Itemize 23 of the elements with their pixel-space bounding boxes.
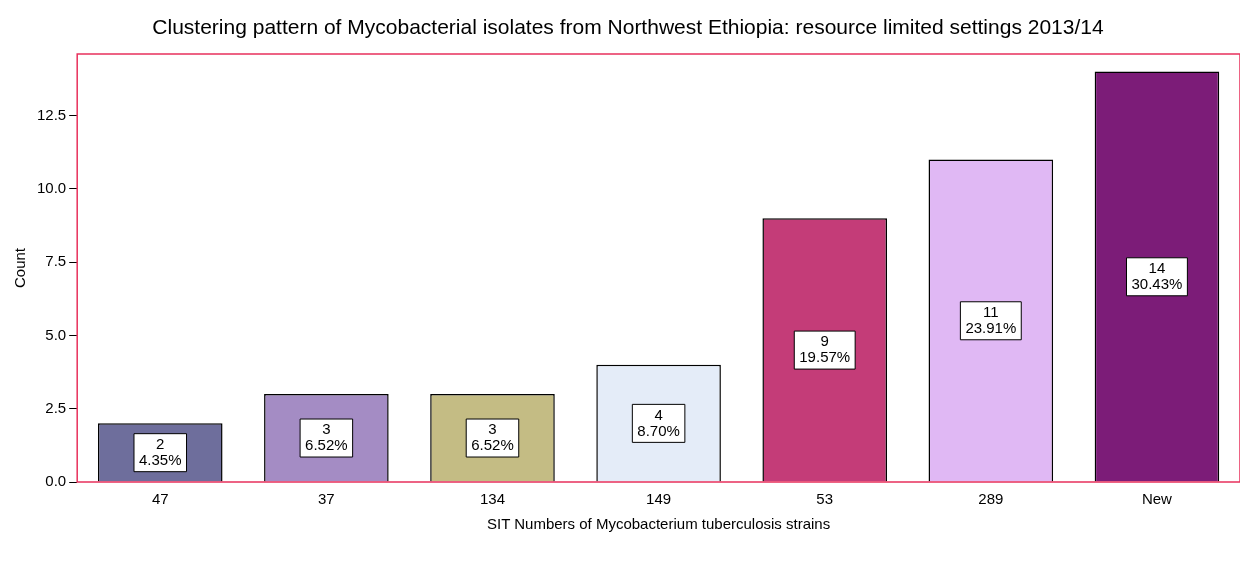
x-axis-title: SIT Numbers of Mycobacterium tuberculosis strains <box>487 515 831 533</box>
x-tick-label: 289 <box>978 490 1004 508</box>
x-tick-label: 134 <box>479 490 505 508</box>
data-label: 14 30.43% <box>1131 258 1183 292</box>
y-tick-label: 5.0 <box>45 325 67 343</box>
y-tick-label: 2.5 <box>45 398 67 416</box>
y-axis-title: Count <box>11 247 29 289</box>
data-label: 11 23.91% <box>965 302 1017 336</box>
y-tick-label: 12.5 <box>36 105 67 123</box>
chart-title: Clustering pattern of Mycobacterial isolates from Northwest Ethiopia: resource limited settings 2013/14 <box>151 15 1105 38</box>
x-tick-label: 47 <box>151 490 169 508</box>
data-label: 3 6.52% <box>471 420 514 454</box>
y-tick-label: 7.5 <box>45 252 67 270</box>
data-label: 9 19.57% <box>799 332 851 366</box>
y-tick-label: 10.0 <box>36 178 67 196</box>
y-tick-label: 0.0 <box>45 472 67 490</box>
data-label: 3 6.52% <box>305 420 348 454</box>
data-label: 2 4.35% <box>138 434 182 468</box>
data-label: 4 8.70% <box>637 405 680 439</box>
x-tick-label: 37 <box>318 490 335 508</box>
x-tick-label: New <box>1141 490 1173 508</box>
x-tick-label: 53 <box>816 490 834 508</box>
x-tick-label: 149 <box>646 490 672 508</box>
